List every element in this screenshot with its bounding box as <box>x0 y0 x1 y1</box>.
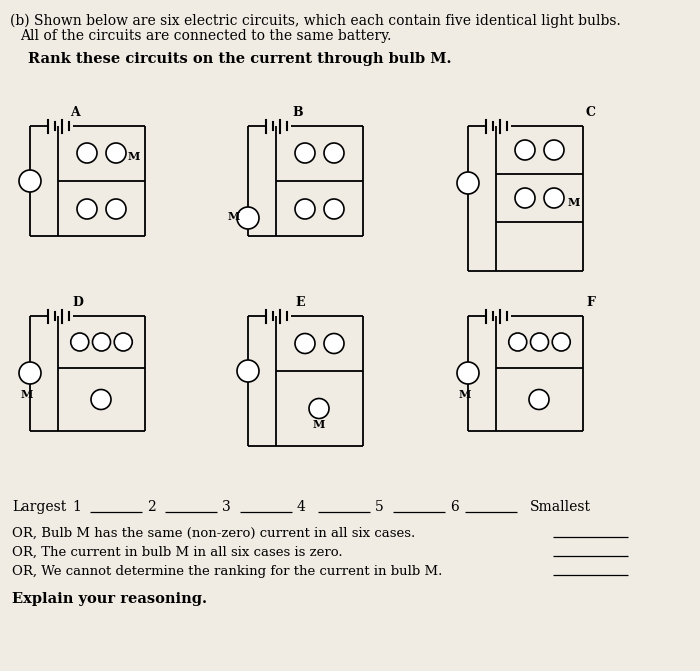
Text: Rank these circuits on the current through bulb M.: Rank these circuits on the current throu… <box>28 52 452 66</box>
Circle shape <box>295 199 315 219</box>
Text: M: M <box>21 389 33 401</box>
Circle shape <box>544 188 564 208</box>
Text: OR, The current in bulb M in all six cases is zero.: OR, The current in bulb M in all six cas… <box>12 546 342 558</box>
Circle shape <box>457 362 479 384</box>
Circle shape <box>91 389 111 409</box>
Text: All of the circuits are connected to the same battery.: All of the circuits are connected to the… <box>20 29 391 43</box>
Text: M: M <box>313 419 326 430</box>
Circle shape <box>19 362 41 384</box>
Text: M: M <box>228 211 240 221</box>
Circle shape <box>295 143 315 163</box>
Text: 4: 4 <box>297 500 306 514</box>
Text: M: M <box>458 389 471 401</box>
Circle shape <box>77 199 97 219</box>
Circle shape <box>515 140 535 160</box>
Text: M: M <box>568 197 580 209</box>
Text: Explain your reasoning.: Explain your reasoning. <box>12 592 207 606</box>
Text: OR, Bulb M has the same (non-zero) current in all six cases.: OR, Bulb M has the same (non-zero) curre… <box>12 527 415 539</box>
Text: (b) Shown below are six electric circuits, which each contain five identical lig: (b) Shown below are six electric circuit… <box>10 14 621 28</box>
Circle shape <box>106 199 126 219</box>
Circle shape <box>71 333 89 351</box>
Circle shape <box>92 333 111 351</box>
Text: M: M <box>128 152 141 162</box>
Text: Largest: Largest <box>12 500 66 514</box>
Text: 3: 3 <box>222 500 231 514</box>
Circle shape <box>457 172 479 194</box>
Circle shape <box>309 399 329 419</box>
Circle shape <box>295 333 315 354</box>
Text: D: D <box>73 295 83 309</box>
Circle shape <box>324 143 344 163</box>
Text: B: B <box>293 105 303 119</box>
Text: F: F <box>586 295 595 309</box>
Circle shape <box>114 333 132 351</box>
Circle shape <box>324 333 344 354</box>
Circle shape <box>77 143 97 163</box>
Circle shape <box>324 199 344 219</box>
Circle shape <box>237 207 259 229</box>
Circle shape <box>106 143 126 163</box>
Text: C: C <box>586 105 596 119</box>
Text: E: E <box>295 295 304 309</box>
Text: OR, We cannot determine the ranking for the current in bulb M.: OR, We cannot determine the ranking for … <box>12 564 442 578</box>
Text: 6: 6 <box>450 500 459 514</box>
Circle shape <box>529 389 549 409</box>
Circle shape <box>531 333 549 351</box>
Text: A: A <box>70 105 80 119</box>
Circle shape <box>515 188 535 208</box>
Circle shape <box>552 333 570 351</box>
Circle shape <box>19 170 41 192</box>
Text: 5: 5 <box>375 500 384 514</box>
Text: Smallest: Smallest <box>530 500 591 514</box>
Text: 2: 2 <box>147 500 155 514</box>
Circle shape <box>544 140 564 160</box>
Circle shape <box>237 360 259 382</box>
Circle shape <box>509 333 526 351</box>
Text: 1: 1 <box>72 500 81 514</box>
